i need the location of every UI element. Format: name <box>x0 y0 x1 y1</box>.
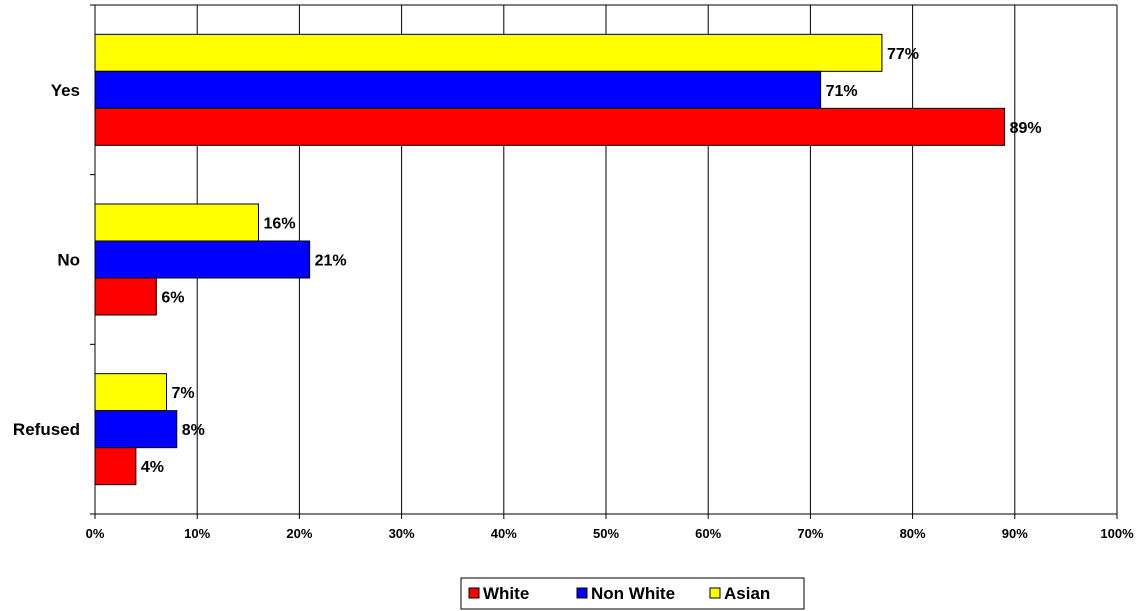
data-label: 77% <box>887 46 919 63</box>
x-tick-label: 90% <box>1002 526 1028 541</box>
x-tick-label: 60% <box>695 526 721 541</box>
bar <box>94 410 178 449</box>
x-tick-label: 0% <box>86 526 105 541</box>
bar <box>94 373 168 412</box>
x-tick-label: 40% <box>491 526 517 541</box>
bar <box>94 203 260 242</box>
data-label: 6% <box>161 290 184 307</box>
data-label: 71% <box>826 83 858 100</box>
data-label: 8% <box>182 422 205 439</box>
x-tick-labels: 0% 10% 20% 30% 40% 50% 60% 70% 80% 90% 100% <box>86 526 1134 541</box>
bar <box>94 107 1006 146</box>
legend-swatch <box>576 587 588 599</box>
legend-label: Asian <box>724 584 770 603</box>
x-tick-label: 80% <box>900 526 926 541</box>
legend-box <box>460 577 805 610</box>
bar <box>94 240 311 279</box>
data-labels: 77% 71% 89% 16% 21% 6% 7% 8% 4% <box>141 46 1042 476</box>
data-label: 7% <box>172 385 195 402</box>
category-label: No <box>57 251 80 270</box>
data-label: 89% <box>1010 120 1042 137</box>
bar <box>94 70 822 109</box>
x-tick-label: 100% <box>1100 526 1134 541</box>
legend-swatch <box>468 587 480 599</box>
category-labels: Yes No Refused <box>13 81 80 439</box>
x-tick-label: 30% <box>389 526 415 541</box>
bar <box>94 33 883 72</box>
axes <box>90 4 1118 519</box>
legend: White Non White Asian <box>460 577 805 610</box>
bars <box>94 33 1006 486</box>
bar <box>94 447 137 486</box>
data-label: 4% <box>141 459 164 476</box>
x-tick-label: 70% <box>797 526 823 541</box>
legend-label: White <box>483 584 529 603</box>
data-label: 16% <box>264 216 296 233</box>
category-label: Refused <box>13 420 80 439</box>
data-label: 21% <box>315 253 347 270</box>
x-tick-label: 20% <box>286 526 312 541</box>
bar <box>94 277 157 316</box>
category-label: Yes <box>51 81 80 100</box>
x-tick-label: 10% <box>184 526 210 541</box>
x-tick-label: 50% <box>593 526 619 541</box>
legend-swatch <box>709 587 721 599</box>
legend-label: Non White <box>591 584 675 603</box>
